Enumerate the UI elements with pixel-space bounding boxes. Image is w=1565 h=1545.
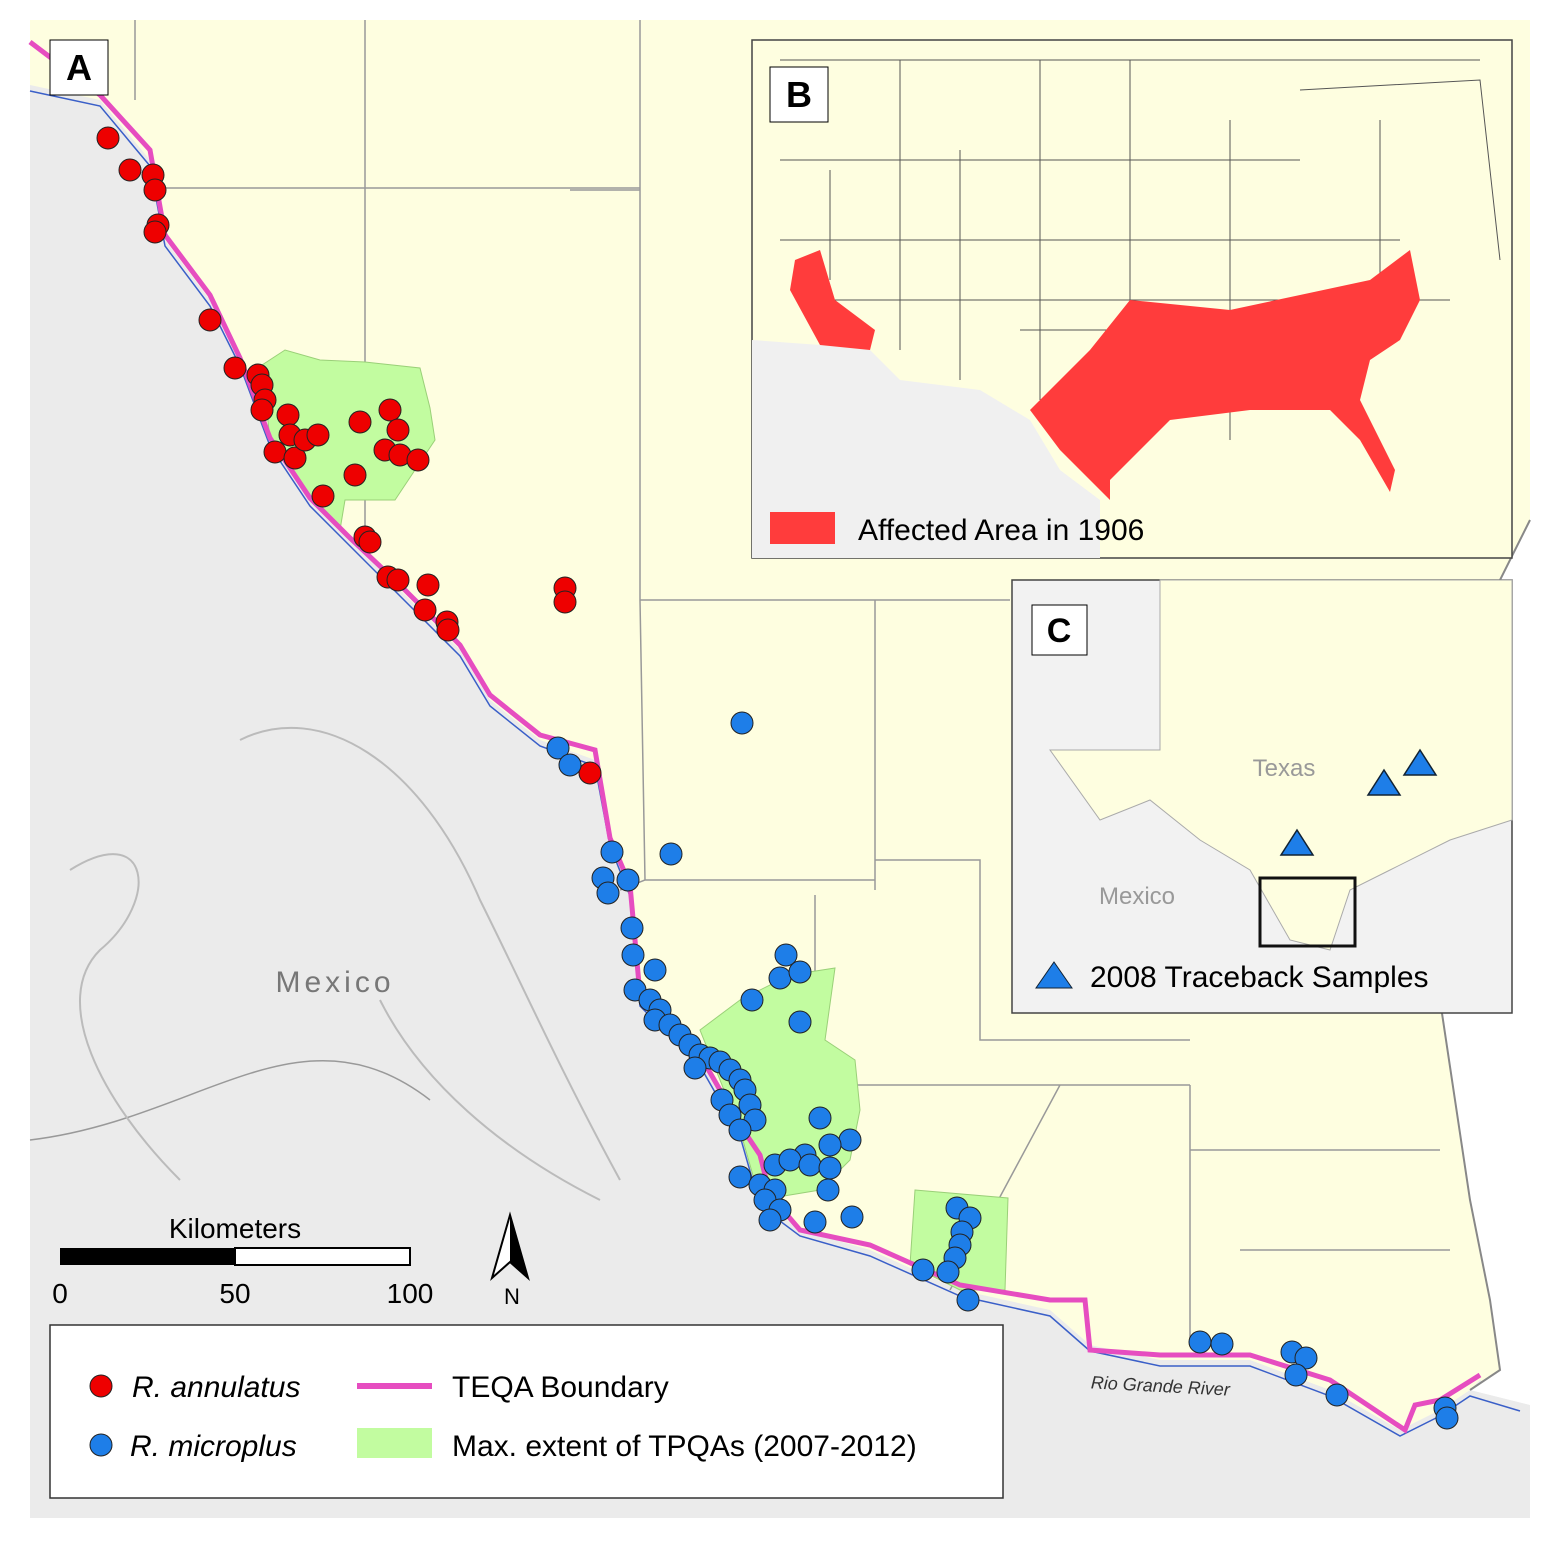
sample-point	[1325, 1383, 1349, 1407]
panel-label-box	[1031, 604, 1088, 656]
sample-point	[788, 1010, 812, 1034]
legend-symbol	[357, 1428, 432, 1458]
legend-symbol	[89, 1374, 113, 1398]
legend-symbol	[89, 1433, 113, 1457]
sample-points	[96, 126, 1459, 1430]
legend-label: Max. extent of TPQAs (2007-2012)	[452, 1430, 917, 1463]
traceback-samples	[1279, 748, 1438, 856]
panel-label: A	[66, 47, 92, 88]
sample-point	[621, 943, 645, 967]
sample-point	[840, 1205, 864, 1229]
panel-label-box	[769, 66, 829, 123]
sample-point	[546, 736, 570, 760]
inset-extent	[1258, 876, 1357, 948]
inset-mexico	[752, 340, 1100, 558]
north-arrow	[510, 1215, 528, 1278]
sample-point	[306, 423, 330, 447]
sample-point	[788, 960, 812, 984]
sample-point	[1188, 1330, 1212, 1354]
sample-point	[818, 1156, 842, 1180]
sample-point	[386, 418, 410, 442]
sample-point	[616, 868, 640, 892]
sample-point	[803, 1210, 827, 1234]
sample-point	[728, 1165, 752, 1189]
sample-point	[406, 448, 430, 472]
sample-point	[223, 356, 247, 380]
sample-point	[386, 568, 410, 592]
sample-point	[730, 711, 754, 735]
sample-point	[311, 484, 335, 508]
state-label: Texas	[1253, 755, 1316, 782]
sample-point	[808, 1106, 832, 1130]
sample-point	[600, 840, 624, 864]
sample-point	[838, 1128, 862, 1152]
inset-affected-area	[790, 250, 1420, 500]
sample-point	[578, 761, 602, 785]
sample-point	[774, 943, 798, 967]
sample-point	[343, 463, 367, 487]
sample-point	[818, 1133, 842, 1157]
sample-point	[956, 1288, 980, 1312]
scale-tick: 0	[52, 1278, 68, 1309]
legend-label: R. annulatus	[132, 1371, 300, 1404]
sample-point	[911, 1258, 935, 1282]
sample-point	[643, 958, 667, 982]
legend-label: R. microplus	[130, 1430, 297, 1463]
legend-symbol	[770, 512, 835, 544]
scale-tick: 50	[219, 1278, 250, 1309]
panel-label-box	[49, 39, 109, 96]
sample-point	[1294, 1346, 1318, 1370]
sample-point	[1284, 1363, 1308, 1387]
sample-point	[143, 178, 167, 202]
sample-point	[816, 1178, 840, 1202]
sample-point	[358, 530, 382, 554]
legend-symbol	[1035, 961, 1073, 989]
sample-point	[198, 308, 222, 332]
country-label: Mexico	[1099, 883, 1175, 910]
sample-point	[620, 916, 644, 940]
scale-title: Kilometers	[169, 1213, 301, 1244]
sample-point	[758, 1208, 782, 1232]
scale-tick: 100	[387, 1278, 434, 1309]
sample-point	[378, 398, 402, 422]
scale-bar	[234, 1247, 411, 1266]
sample-point	[276, 403, 300, 427]
sample-point	[798, 1153, 822, 1177]
legend-label: TEQA Boundary	[452, 1371, 669, 1404]
sample-point	[728, 1118, 752, 1142]
panel-label: C	[1047, 612, 1072, 650]
inset-texas	[1049, 579, 1513, 951]
sample-point	[936, 1260, 960, 1284]
sample-point	[436, 618, 460, 642]
sample-point	[1210, 1332, 1234, 1356]
sample-point	[1435, 1406, 1459, 1430]
sample-point	[553, 590, 577, 614]
legend-box	[49, 1324, 1004, 1499]
sample-point	[683, 1056, 707, 1080]
panel-label: B	[786, 74, 812, 115]
sample-point	[118, 158, 142, 182]
sample-point	[768, 966, 792, 990]
sample-point	[558, 753, 582, 777]
sample-point	[416, 573, 440, 597]
sample-point	[413, 598, 437, 622]
sample-point	[143, 220, 167, 244]
sample-point	[596, 881, 620, 905]
sample-point	[250, 398, 274, 422]
sample-point	[348, 410, 372, 434]
legend-label: Affected Area in 1906	[858, 514, 1144, 547]
sample-point	[659, 842, 683, 866]
sample-point	[263, 440, 287, 464]
sample-point	[96, 126, 120, 150]
sample-point	[283, 446, 307, 470]
legend-label: 2008 Traceback Samples	[1090, 961, 1429, 994]
mexico-borders	[69, 726, 621, 1201]
sample-point	[778, 1148, 802, 1172]
scale-bar	[60, 1248, 235, 1265]
country-label: Mexico	[275, 966, 394, 999]
sample-point	[740, 988, 764, 1012]
north-label: N	[504, 1284, 520, 1309]
